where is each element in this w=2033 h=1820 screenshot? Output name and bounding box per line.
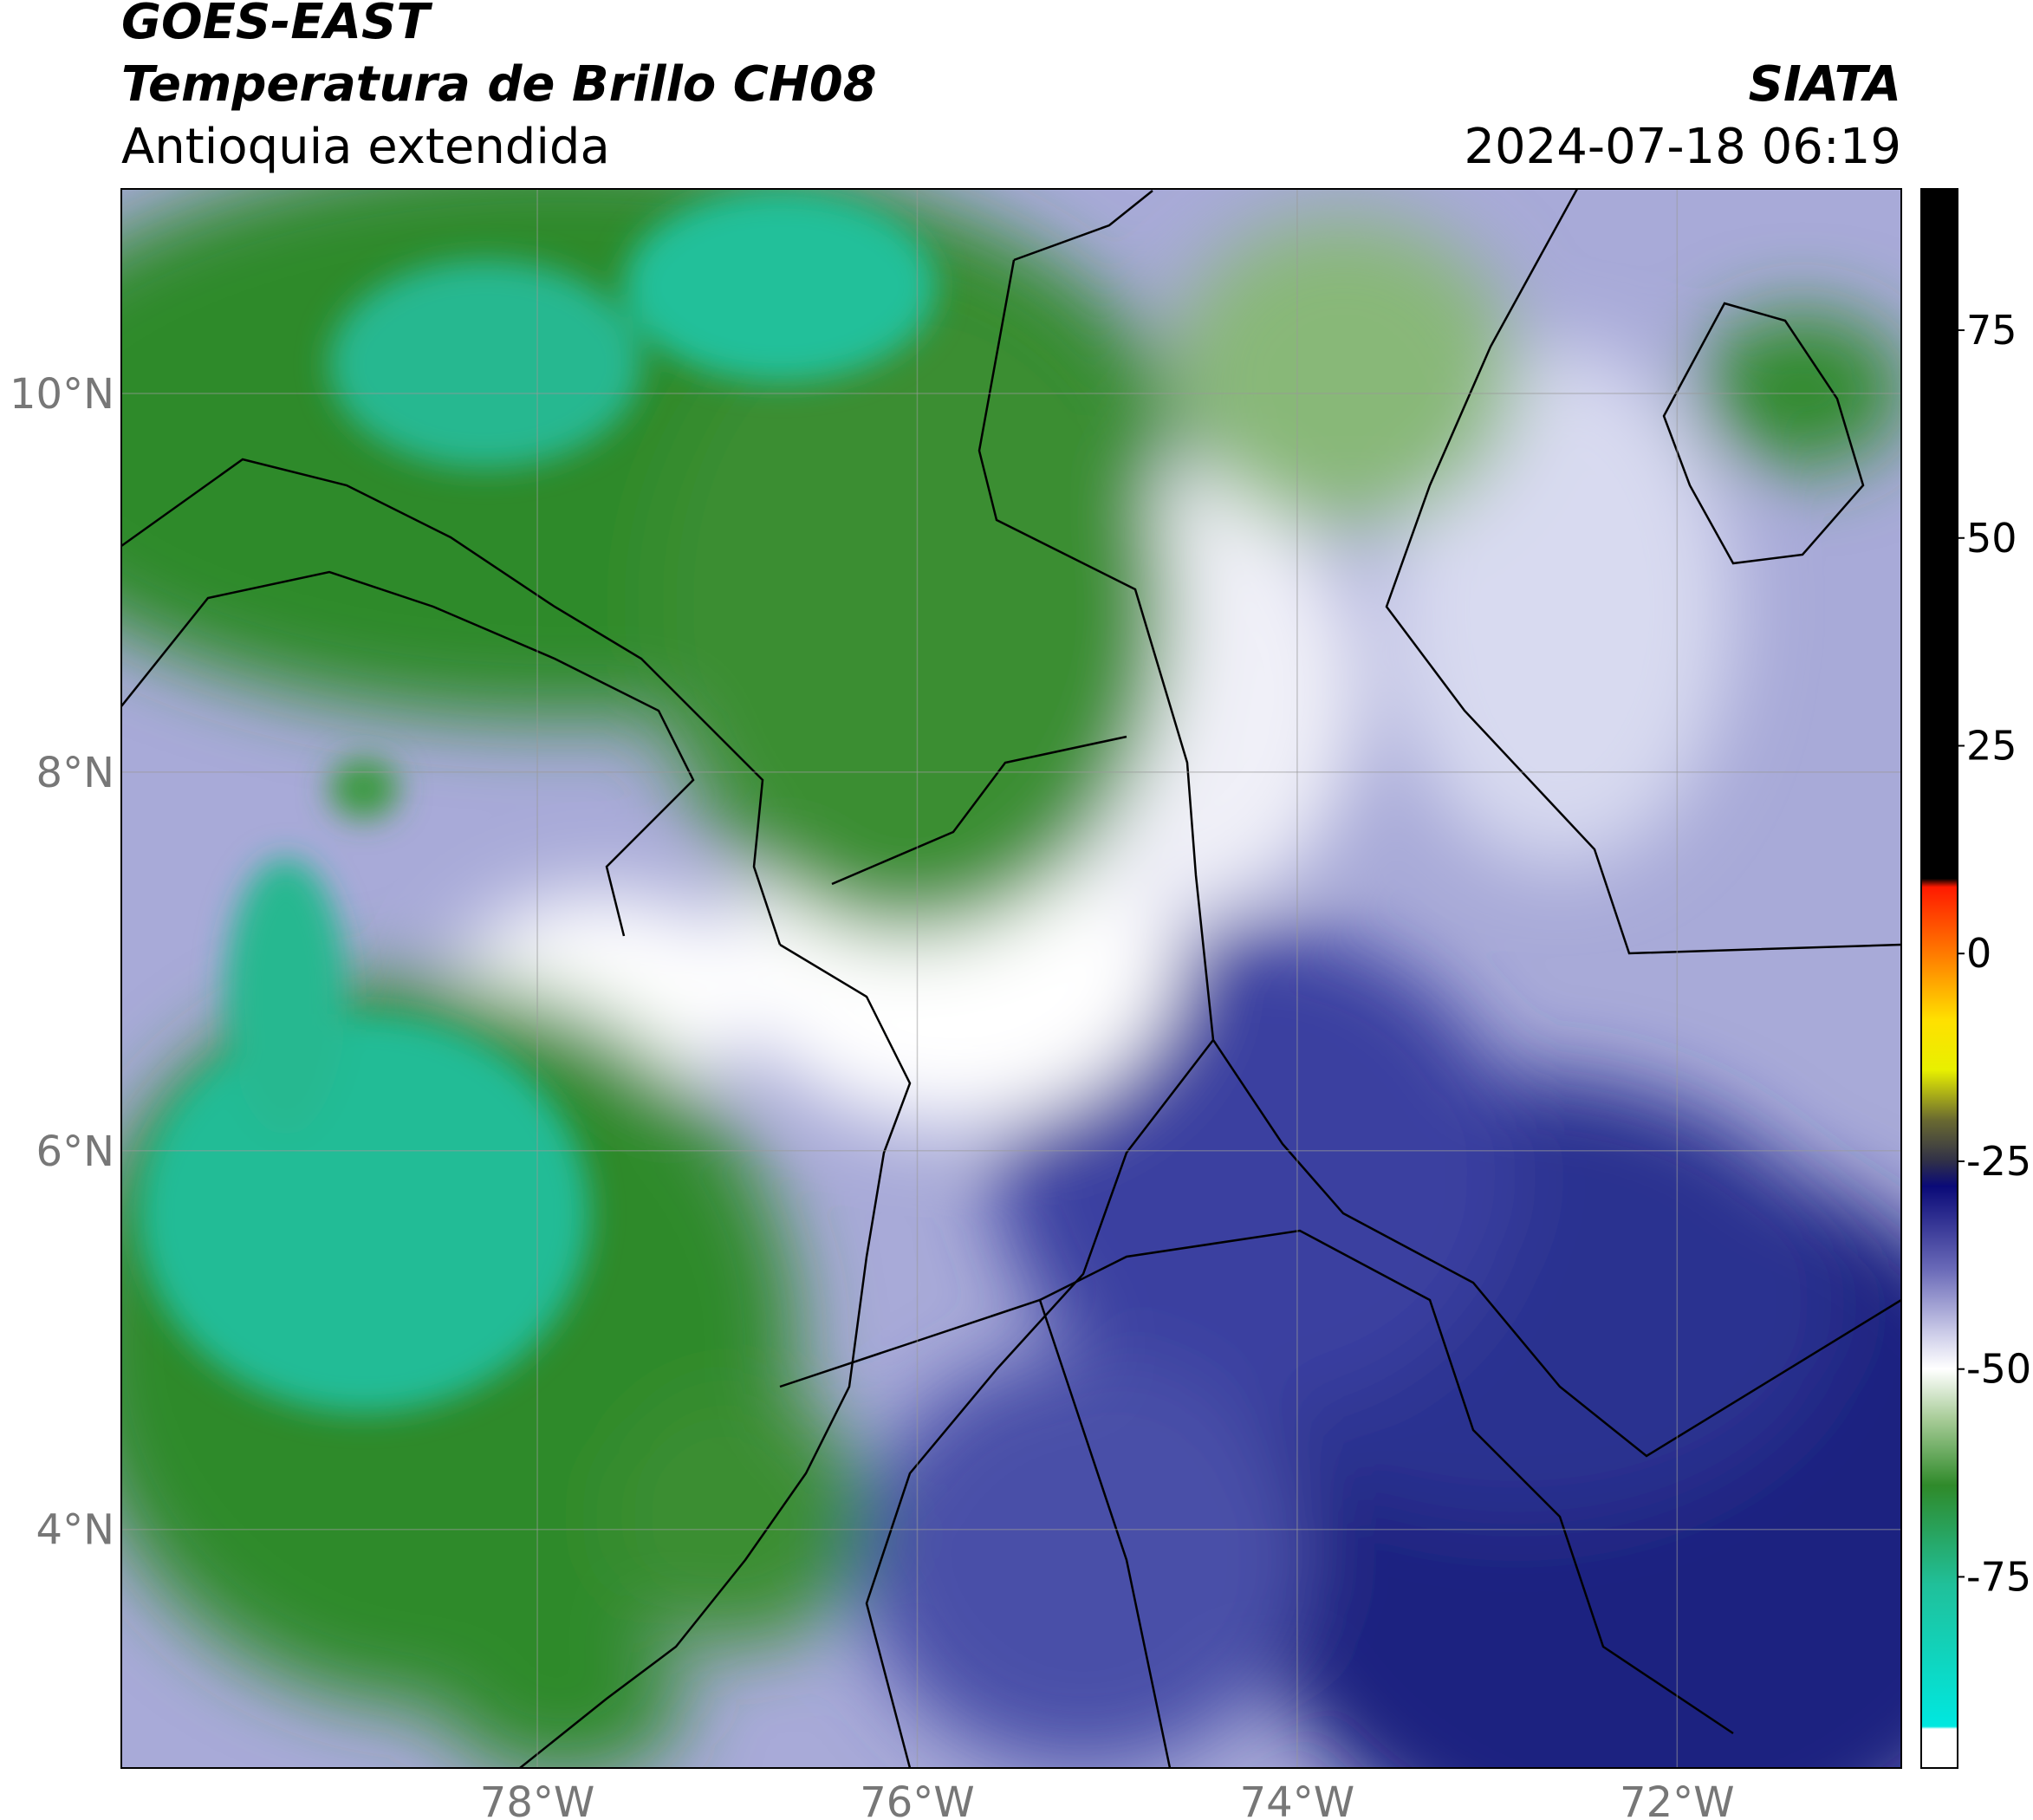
grid (121, 189, 1901, 1768)
y-tick-label: 4°N (36, 1506, 114, 1555)
y-tick-label: 6°N (36, 1128, 114, 1176)
map-frame (120, 188, 1902, 1769)
x-tick-label: 74°W (1240, 1778, 1355, 1820)
colorbar-tick-label: -75 (1966, 1553, 2031, 1600)
colorbar: 75 50 25 0 -25 -50 -75 (1920, 188, 2031, 1769)
y-tick-label: 8°N (36, 749, 114, 797)
region: Antioquia extendida (121, 119, 610, 175)
x-tick-label: 76°W (860, 1778, 975, 1820)
colorbar-tick-label: -50 (1966, 1346, 2031, 1393)
x-tick-label: 72°W (1620, 1778, 1735, 1820)
subtitle: Temperatura de Brillo CH08 (121, 56, 877, 113)
title: GOES-EAST (121, 0, 432, 50)
x-tick-label: 78°W (480, 1778, 595, 1820)
datetime: 2024-07-18 06:19 (1464, 119, 1901, 175)
colorbar-scale (1920, 188, 1958, 1769)
borders (121, 189, 1901, 1768)
colorbar-tick-label: -25 (1966, 1138, 2031, 1185)
imagery (121, 189, 1901, 1768)
source: SIATA (1749, 56, 1901, 113)
colorbar-tick-label: 50 (1966, 515, 2017, 562)
colorbar-tick-label: 0 (1966, 930, 1991, 977)
colorbar-tick-label: 25 (1966, 722, 2017, 769)
colorbar-tick-label: 75 (1966, 307, 2017, 354)
y-tick-label: 10°N (10, 370, 114, 419)
